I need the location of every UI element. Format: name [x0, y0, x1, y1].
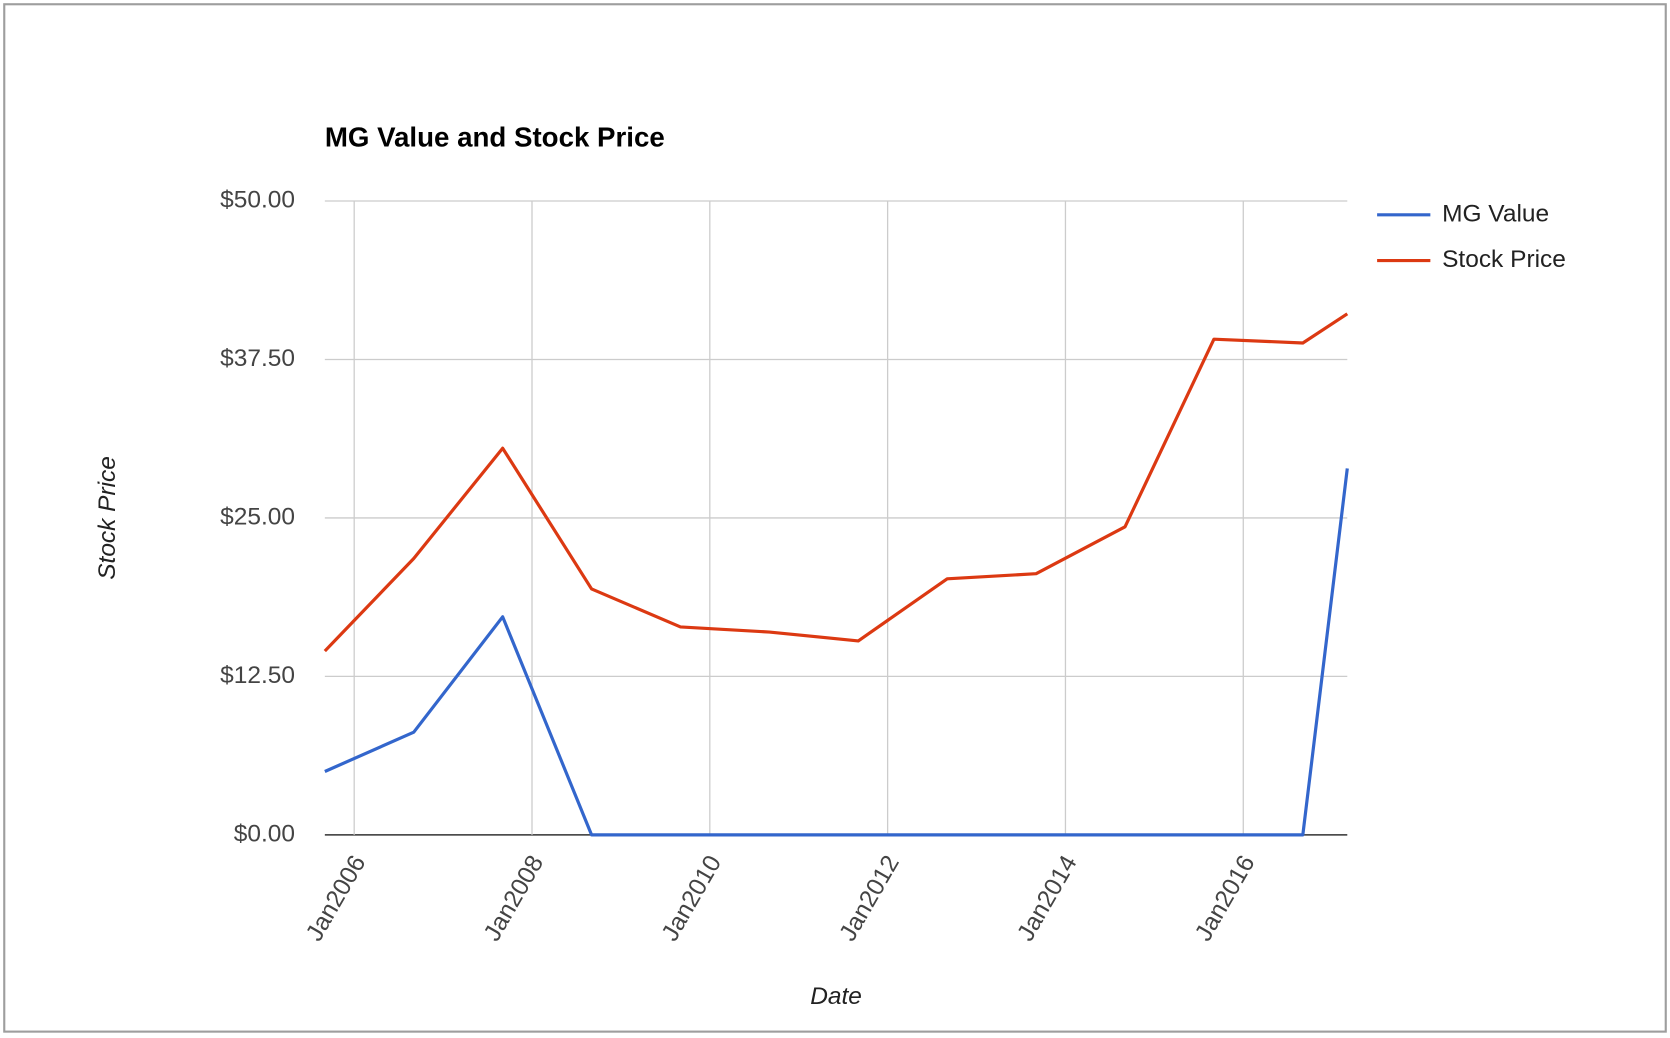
x-axis-title: Date: [810, 983, 862, 1010]
y-tick-label: $50.00: [220, 186, 295, 213]
y-tick-label: $0.00: [234, 820, 295, 847]
series-line: [323, 312, 1349, 653]
legend-label: Stock Price: [1442, 246, 1566, 273]
y-tick-label: $37.50: [220, 345, 295, 372]
chart-title: MG Value and Stock Price: [325, 122, 665, 153]
legend-label: MG Value: [1442, 200, 1549, 227]
y-tick-label: $12.50: [220, 662, 295, 689]
y-tick-label: $25.00: [220, 503, 295, 530]
series-line: [324, 468, 1349, 837]
y-axis-title: Stock Price: [94, 456, 121, 580]
